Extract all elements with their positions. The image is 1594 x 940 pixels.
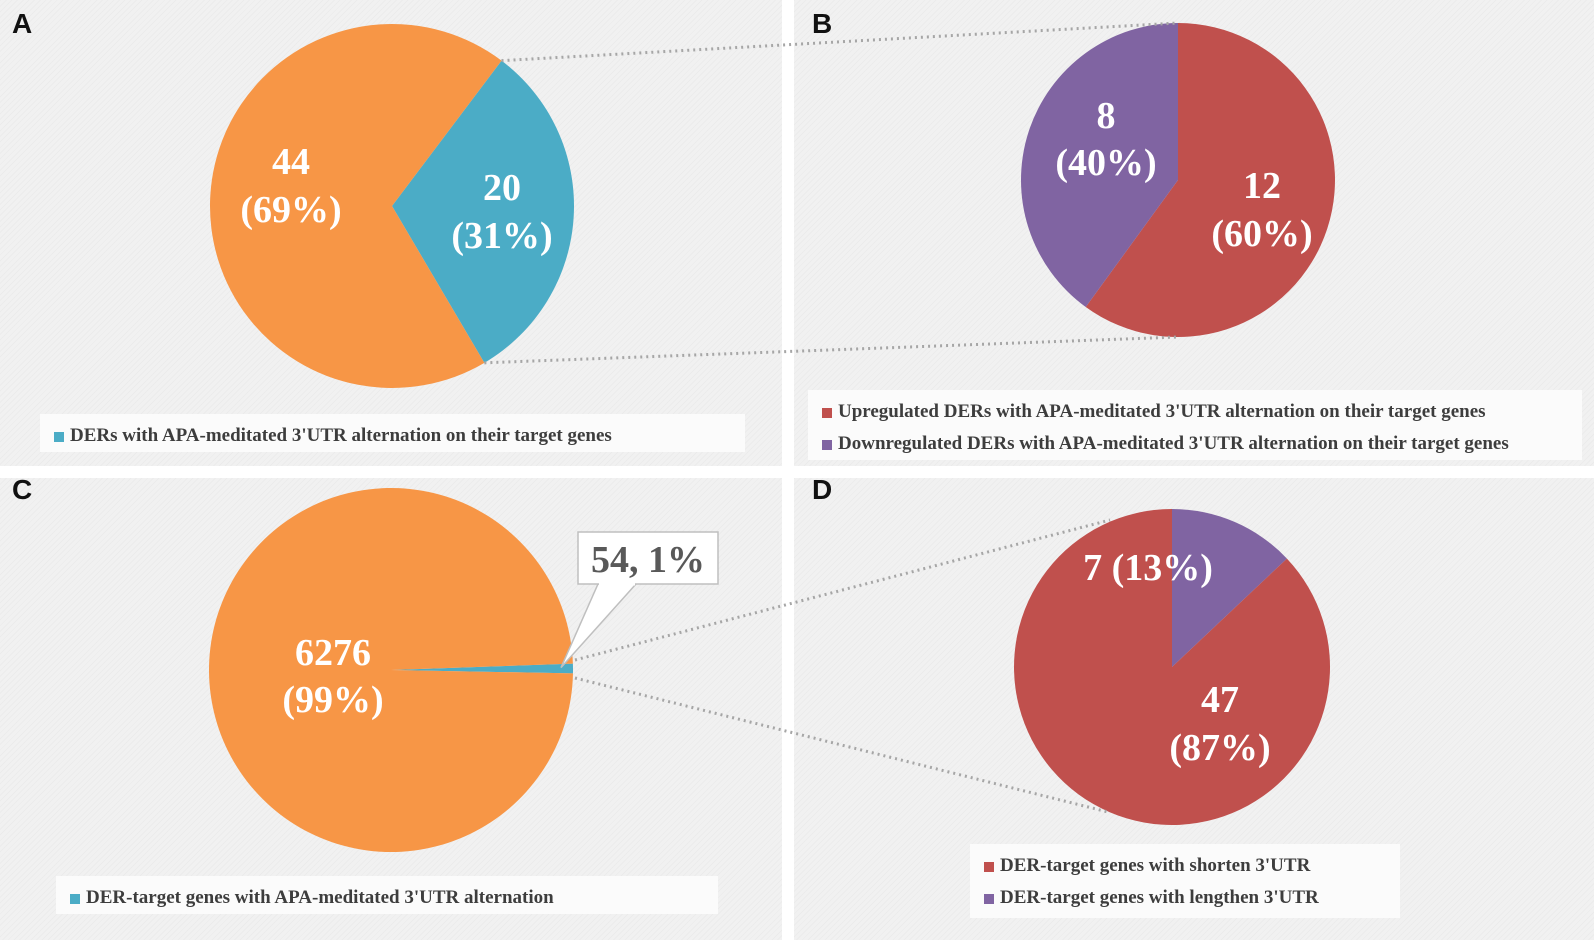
legend-b-swatch-up — [822, 408, 832, 418]
connector-cd-top — [574, 518, 1111, 662]
pie-d-slice-1 — [1014, 509, 1331, 825]
legend-d-text-short: DER-target genes with shorten 3'UTR — [1000, 855, 1311, 876]
legend-d-swatch-short — [984, 862, 994, 872]
pie-c-label-count-1: 6276 — [295, 632, 371, 674]
legend-a-swatch — [54, 432, 64, 442]
pie-d-slice-0 — [1172, 509, 1287, 667]
legend-b-swatch-down — [822, 440, 832, 450]
connector-cd-bottom — [574, 676, 1109, 814]
legend-b-text-up: Upregulated DERs with APA-meditated 3'UT… — [838, 401, 1486, 422]
legend-a-item: DERs with APA-meditated 3'UTR alternatio… — [54, 420, 731, 452]
pie-a-slice-1 — [210, 24, 502, 389]
legend-b-item-up: Upregulated DERs with APA-meditated 3'UT… — [822, 396, 1568, 428]
pie-c-callout-label: 54, 1% — [591, 539, 705, 581]
pie-a-label-percent-0: (31%) — [451, 215, 552, 257]
pie-b-label-percent-1: (40%) — [1055, 142, 1156, 184]
legend-c-item: DER-target genes with APA-meditated 3'UT… — [70, 882, 704, 914]
legend-b-text-down: Downregulated DERs with APA-meditated 3'… — [838, 433, 1509, 454]
pie-d-label-percent-1: (87%) — [1169, 727, 1270, 769]
panel-d-letter: D — [812, 474, 833, 505]
pie-b-slice-1 — [1020, 23, 1178, 308]
pie-b-label-count-0: 12 — [1243, 165, 1281, 207]
pie-a-label-percent-1: (69%) — [240, 189, 341, 231]
legend-d-item-long: DER-target genes with lengthen 3'UTR — [984, 882, 1386, 914]
pie-a-slice-0 — [392, 60, 575, 363]
pie-c-callout-box — [577, 531, 719, 585]
pie-a-label-count-0: 20 — [483, 167, 521, 209]
legend-a: DERs with APA-meditated 3'UTR alternatio… — [40, 414, 745, 452]
pie-a-label-count-1: 44 — [272, 141, 310, 183]
connector-ab-top — [501, 21, 1179, 63]
pie-c-slice-0 — [391, 663, 574, 674]
legend-c: DER-target genes with APA-meditated 3'UT… — [56, 876, 718, 914]
panel-c-letter: C — [12, 474, 33, 505]
pie-d-label-0: 7 (13%) — [1083, 547, 1213, 589]
legend-b: Upregulated DERs with APA-meditated 3'UT… — [808, 390, 1582, 460]
connector-ab-bottom — [484, 335, 1179, 365]
panel-b-letter: B — [812, 8, 833, 39]
legend-a-text: DERs with APA-meditated 3'UTR alternatio… — [70, 425, 612, 446]
pie-c-label-percent-1: (99%) — [282, 679, 383, 721]
pie-b-label-percent-0: (60%) — [1211, 213, 1312, 255]
legend-d-swatch-long — [984, 894, 994, 904]
legend-c-swatch — [70, 894, 80, 904]
legend-d: DER-target genes with shorten 3'UTR DER-… — [970, 844, 1400, 918]
pie-c-slice-1 — [209, 488, 573, 853]
pie-c-callout-pointer — [560, 583, 638, 669]
legend-c-text: DER-target genes with APA-meditated 3'UT… — [86, 887, 554, 908]
pie-b-label-count-1: 8 — [1097, 95, 1116, 137]
legend-b-item-down: Downregulated DERs with APA-meditated 3'… — [822, 428, 1568, 460]
pie-b-slice-0 — [1085, 23, 1335, 337]
pie-d-label-count-1: 47 — [1201, 679, 1239, 721]
panel-a-letter: A — [12, 8, 33, 39]
legend-d-item-short: DER-target genes with shorten 3'UTR — [984, 850, 1386, 882]
legend-d-text-long: DER-target genes with lengthen 3'UTR — [1000, 887, 1319, 908]
